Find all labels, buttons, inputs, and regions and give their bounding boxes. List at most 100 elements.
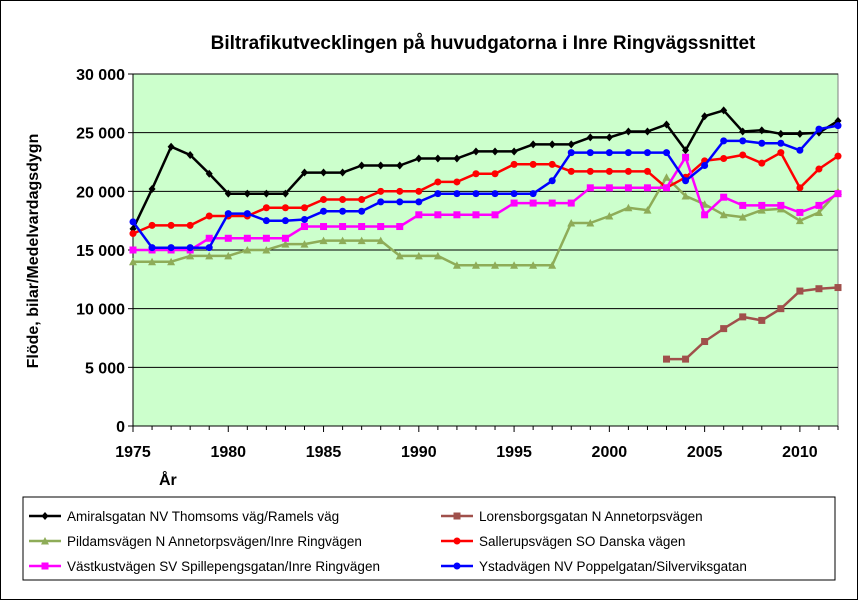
data-point — [777, 201, 785, 209]
series-line — [133, 176, 839, 267]
data-point — [758, 316, 766, 324]
data-point — [148, 221, 156, 229]
data-point — [377, 161, 385, 170]
series-group — [129, 106, 842, 363]
data-point — [434, 178, 442, 186]
x-axis-label: År — [159, 470, 177, 489]
legend-label: Pildamsvägen N Annetorpsvägen/Inre Ringv… — [67, 534, 362, 549]
data-point — [682, 355, 690, 363]
data-point — [376, 236, 385, 245]
legend-swatch-marker — [453, 512, 461, 520]
data-point — [663, 149, 671, 157]
data-point — [529, 261, 538, 269]
data-point — [358, 223, 366, 231]
data-point — [262, 234, 270, 242]
data-point — [701, 338, 709, 346]
legend-item: Lorensborgsgatan N Annetorpsvägen — [441, 509, 703, 524]
data-point — [224, 189, 232, 198]
data-point — [262, 246, 271, 254]
data-point — [434, 211, 442, 219]
legend-item: Amiralsgatan NV Thomsoms väg/Ramels väg — [29, 509, 339, 524]
data-point — [624, 127, 632, 136]
data-point — [396, 161, 404, 170]
data-point — [205, 234, 213, 242]
data-point — [643, 127, 651, 136]
data-point — [739, 151, 747, 159]
data-point — [586, 167, 594, 175]
legend-swatch-marker — [41, 562, 49, 570]
data-point — [205, 212, 213, 220]
data-point — [548, 140, 556, 149]
data-point — [739, 137, 747, 145]
data-point — [281, 240, 290, 248]
data-point — [834, 152, 842, 160]
data-point — [338, 236, 347, 245]
data-point — [262, 204, 270, 212]
data-point — [224, 234, 232, 242]
data-point — [720, 137, 728, 145]
data-point — [243, 234, 251, 242]
data-point — [300, 204, 308, 212]
data-point — [586, 149, 594, 157]
data-point — [758, 139, 766, 147]
data-point — [567, 219, 576, 227]
x-tick-label: 2005 — [687, 444, 723, 461]
data-point — [739, 127, 747, 136]
data-point — [681, 192, 690, 200]
data-point — [377, 187, 385, 195]
chart-title: Biltrafikutvecklingen på huvudgatorna i … — [211, 33, 756, 54]
data-point — [300, 215, 308, 223]
data-point — [586, 184, 594, 192]
data-point — [320, 196, 328, 204]
data-point — [567, 140, 575, 149]
data-point — [624, 203, 633, 212]
legend-swatch-marker — [41, 537, 49, 545]
data-point — [491, 190, 499, 198]
data-point — [643, 149, 651, 157]
data-point — [224, 210, 232, 218]
data-point — [758, 201, 766, 209]
data-point — [243, 210, 251, 218]
data-point — [377, 223, 385, 231]
data-point — [243, 246, 252, 254]
y-tick-label: 20 000 — [76, 184, 125, 201]
data-point — [758, 159, 766, 167]
data-point — [148, 184, 156, 193]
data-point — [548, 199, 556, 207]
data-point — [529, 199, 537, 207]
data-point — [358, 196, 366, 204]
data-point — [205, 244, 213, 252]
data-point — [415, 154, 423, 163]
data-point — [396, 223, 404, 231]
data-point — [682, 153, 690, 161]
data-point — [795, 216, 804, 225]
data-point — [643, 167, 651, 175]
y-tick-label: 0 — [116, 419, 125, 436]
data-point — [453, 190, 461, 198]
data-point — [319, 236, 328, 245]
data-point — [682, 146, 690, 155]
data-point — [167, 142, 175, 151]
data-point — [796, 208, 804, 216]
series-line — [666, 286, 839, 361]
data-point — [701, 162, 709, 170]
data-point — [720, 325, 728, 333]
data-point — [472, 211, 480, 219]
data-point — [396, 198, 404, 206]
data-point — [434, 154, 442, 163]
data-point — [491, 170, 499, 178]
data-point — [300, 240, 309, 248]
x-tick-label: 2010 — [782, 444, 818, 461]
data-point — [320, 223, 328, 231]
data-point — [320, 207, 328, 215]
data-point — [415, 187, 423, 195]
data-point — [281, 189, 289, 198]
data-point — [624, 184, 632, 192]
data-point — [205, 251, 214, 260]
legend-label: Västkustvägen SV Spillepengsgatan/Inre R… — [67, 559, 380, 574]
data-point — [186, 221, 194, 229]
data-point — [491, 211, 499, 219]
data-point — [777, 129, 785, 138]
